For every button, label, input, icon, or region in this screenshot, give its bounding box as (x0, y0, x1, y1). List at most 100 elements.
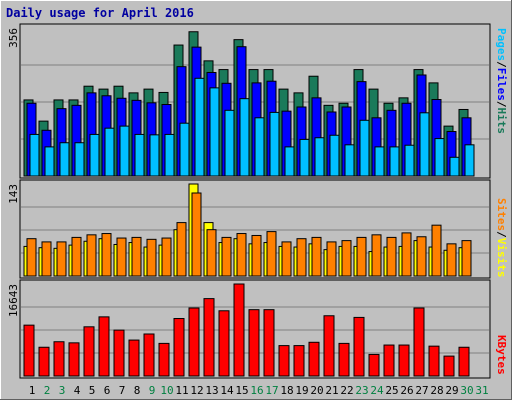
x-tick-label: 25 (385, 384, 398, 397)
bar-pages-day-13 (209, 87, 220, 177)
bar-kbytes-day-28 (428, 345, 440, 377)
x-tick-label: 15 (235, 384, 248, 397)
bar-pages-day-28 (434, 138, 445, 177)
bar-pages-day-30 (464, 144, 475, 177)
x-tick-label: 5 (89, 384, 96, 397)
bar-sites-day-26 (401, 232, 412, 277)
x-tick-label: 7 (119, 384, 126, 397)
x-tick-label: 28 (430, 384, 443, 397)
legend-files: Files (495, 68, 508, 101)
bar-kbytes-day-2 (38, 346, 50, 377)
bar-pages-day-11 (179, 122, 190, 177)
bar-kbytes-day-13 (203, 298, 215, 377)
bar-pages-day-16 (254, 117, 265, 177)
bar-sites-day-17 (266, 231, 277, 277)
bar-kbytes-day-3 (53, 341, 65, 377)
bar-pages-day-17 (269, 111, 280, 177)
bar-sites-day-23 (356, 236, 367, 277)
bar-sites-day-28 (431, 224, 442, 277)
bar-pages-day-14 (224, 109, 235, 177)
x-tick-label: 26 (400, 384, 413, 397)
bar-kbytes-day-1 (23, 324, 35, 377)
x-tick-label: 10 (160, 384, 173, 397)
bar-pages-day-6 (104, 127, 115, 177)
bar-sites-day-27 (416, 236, 427, 277)
x-tick-label: 30 (460, 384, 473, 397)
x-tick-label: 18 (280, 384, 293, 397)
bar-kbytes-day-27 (413, 307, 425, 377)
x-tick-label: 2 (44, 384, 51, 397)
x-tick-label: 13 (205, 384, 218, 397)
bar-kbytes-day-23 (353, 316, 365, 377)
x-tick-label: 11 (175, 384, 188, 397)
legend-kbytes: KBytes (495, 335, 508, 375)
bar-sites-day-4 (71, 236, 82, 277)
bar-kbytes-day-26 (398, 344, 410, 377)
bar-kbytes-day-15 (233, 283, 245, 377)
bar-pages-day-20 (314, 137, 325, 177)
bar-pages-day-24 (374, 146, 385, 177)
bar-pages-day-12 (194, 77, 205, 177)
bar-kbytes-day-17 (263, 309, 275, 377)
bar-sites-day-20 (311, 236, 322, 277)
bar-pages-day-7 (119, 125, 130, 177)
x-tick-label: 29 (445, 384, 458, 397)
bar-sites-day-30 (461, 240, 472, 277)
x-tick-label: 27 (415, 384, 428, 397)
x-tick-label: 3 (59, 384, 66, 397)
legend-visits: Visits (495, 238, 508, 278)
bar-sites-day-21 (326, 241, 337, 277)
bar-sites-day-22 (341, 240, 352, 277)
bar-kbytes-day-24 (368, 353, 380, 377)
kbytes-ymax-label: 16643 (7, 284, 20, 317)
bar-sites-day-12 (191, 192, 202, 277)
bar-sites-day-3 (56, 241, 67, 277)
x-tick-label: 22 (340, 384, 353, 397)
bar-pages-day-23 (359, 119, 370, 177)
legend-visits-panel: Sites/Visits (495, 198, 508, 278)
x-tick-label: 16 (250, 384, 263, 397)
legend-sites: Sites (495, 198, 508, 231)
bar-sites-day-29 (446, 243, 457, 277)
bar-sites-day-24 (371, 234, 382, 277)
bar-kbytes-day-29 (443, 355, 455, 377)
bar-kbytes-day-10 (158, 342, 170, 377)
bar-kbytes-day-7 (113, 329, 125, 377)
bar-kbytes-day-9 (143, 333, 155, 377)
x-tick-label: 12 (190, 384, 203, 397)
bar-pages-day-22 (344, 144, 355, 177)
bar-pages-day-18 (284, 146, 295, 177)
bar-pages-day-21 (329, 134, 340, 177)
bar-pages-day-15 (239, 98, 250, 177)
bar-kbytes-day-11 (173, 318, 185, 377)
bar-pages-day-3 (59, 142, 70, 177)
x-tick-label: 21 (325, 384, 338, 397)
bar-sites-day-18 (281, 241, 292, 277)
bar-kbytes-day-6 (98, 316, 110, 377)
bar-sites-day-15 (236, 233, 247, 277)
bar-sites-day-14 (221, 236, 232, 277)
x-tick-label: 4 (74, 384, 81, 397)
bar-sites-day-13 (206, 229, 217, 277)
bar-pages-day-2 (44, 146, 55, 177)
bar-kbytes-day-20 (308, 341, 320, 377)
x-tick-label: 14 (220, 384, 234, 397)
bar-sites-day-11 (176, 222, 187, 277)
bar-sites-day-16 (251, 234, 262, 277)
bar-kbytes-day-14 (218, 310, 230, 377)
bar-pages-day-5 (89, 133, 100, 177)
legend-pages: Pages (495, 28, 508, 61)
bar-sites-day-7 (116, 237, 127, 277)
bar-pages-day-4 (74, 142, 85, 177)
bar-pages-day-1 (29, 133, 40, 177)
bar-pages-day-27 (419, 112, 430, 177)
bar-sites-day-10 (161, 237, 172, 277)
bar-kbytes-day-12 (188, 307, 200, 377)
x-tick-label: 9 (149, 384, 156, 397)
bar-kbytes-day-21 (323, 315, 335, 377)
bar-sites-day-19 (296, 238, 307, 277)
bar-kbytes-day-16 (248, 309, 260, 377)
legend-kbytes-panel: KBytes (495, 335, 508, 375)
bar-sites-day-8 (131, 236, 142, 277)
